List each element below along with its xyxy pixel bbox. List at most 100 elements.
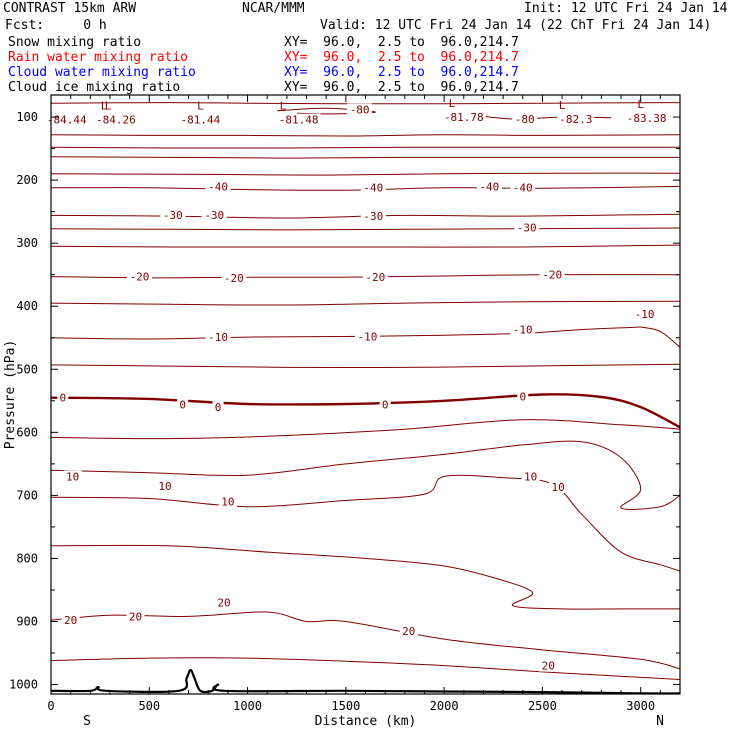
contour-label-bg-21 [379,398,391,411]
low-mark-3: L [280,100,287,113]
contour-label-0: -80 [350,104,370,117]
contour-label-bg-25 [218,495,237,508]
contour-line--10-13 [51,326,641,340]
x-tick-label-1: 500 [138,699,160,713]
contour-label-18: 0 [59,392,66,405]
contour-label-13: -20 [542,269,562,282]
field-xy-cloud-ice: XY= 96.0, 2.5 to 96.0,214.7 [284,80,519,95]
contour-label-30: 20 [217,597,230,610]
low-value-bg-2 [178,113,223,126]
low-value-0: -84.44 [47,114,87,127]
contour-line--5-15 [51,363,680,369]
x-tick-label-3: 1500 [331,699,360,713]
field-xy-rain: XY= 96.0, 2.5 to 96.0,214.7 [284,50,519,65]
contour-label-24: 10 [158,480,171,493]
y-tick-label-7: 800 [16,551,38,565]
contour-label-bg-20 [212,401,224,414]
contour-label-bg-19 [177,398,189,411]
contour-label-6: -30 [163,209,183,222]
contour-line--50-6 [51,172,680,176]
contour-label-bg-18 [57,391,69,404]
contour-label-23: 10 [66,470,79,483]
x-tick-label-2: 1000 [233,699,262,713]
low-mark-4: L [449,97,456,110]
contour-label-bg-9 [514,221,540,234]
contour-label-bg-1 [512,112,538,125]
field-name-cloud-ice: Cloud ice mixing ratio [8,80,181,95]
contour-label-26: 10 [524,470,537,483]
contour-label-bg-12 [362,271,388,284]
contour-line-25-22 [51,657,680,680]
contour-label-bg-3 [360,181,386,194]
contour-label-2: -40 [208,180,228,193]
x-tick-label-5: 2500 [528,699,557,713]
contour-label-10: -20 [130,271,150,284]
contour-line--30-8 [51,213,680,219]
contour-label-27: 10 [552,481,565,494]
contour-label-bg-8 [360,210,386,223]
center-name: NCAR/MMM [242,1,305,16]
low-value-6: -83.38 [627,112,667,125]
endpoint-right-label: N [656,714,664,729]
low-mark-1: L [105,100,112,113]
field-name-cloud-water: Cloud water mixing ratio [8,65,196,80]
low-value-bg-6 [624,111,669,124]
axes: 0 500 1000 1500 2000 2500 30001002003004005006… [9,95,681,713]
field-xy-snow: XY= 96.0, 2.5 to 96.0,214.7 [284,35,519,50]
contour-line--20-10 [51,244,680,248]
contour-label-bg-22 [517,390,529,403]
y-tick-label-3: 400 [16,299,38,313]
x-axis-label: Distance (km) [315,714,417,729]
contour-label-bg-17 [632,307,658,320]
contour-label-bg-32 [539,659,558,672]
contour-line--80-1 [276,107,376,115]
contour-label-22: 0 [519,390,526,403]
contour-line-15-20 [51,544,680,610]
low-value-5: -82.3 [559,113,592,126]
contour-label-bg-11 [221,271,247,284]
contour-label-5: -40 [513,182,533,195]
x-tick-label-4: 2000 [430,699,459,713]
contour-label-bg-16 [510,323,536,336]
contour-label-bg-5 [510,181,536,194]
low-mark-2: L [197,100,204,113]
y-tick-label-6: 700 [16,488,38,502]
contour-label-9: -30 [517,221,537,234]
contour-label-bg-24 [156,479,175,492]
low-value-bg-1 [93,113,138,126]
low-value-bg-3 [276,113,321,126]
contour-line--80-3 [51,134,680,137]
low-value-1: -84.26 [96,114,136,127]
low-value-bg-4 [441,111,486,124]
contour-label-31: 20 [402,625,415,638]
contour-line--30-9 [51,227,680,231]
terrain-profile [51,668,680,694]
contour-label-12: -20 [365,271,385,284]
contour-label-bg-7 [201,208,227,221]
contour-labels: -80 -80 -40 -40 -40 -40 -30 -30 -30 -30 -20 -20 -20 -… [57,103,658,673]
contour-line--70-4 [51,146,680,149]
contour-label-25: 10 [221,496,234,509]
valid-time: Valid: 12 UTC Fri 24 Jan 14 (22 ChT Fri … [320,18,712,33]
field-name-rain: Rain water mixing ratio [8,50,189,65]
contour-label-bg-15 [354,330,380,343]
contour-label-bg-4 [476,180,502,193]
contour-label-19: 0 [179,399,186,412]
contour-label-11: -20 [224,272,244,285]
contour-label-4: -40 [479,180,499,193]
forecast-hour: Fcst: 0 h [5,18,107,33]
y-tick-label-0: 100 [16,110,38,124]
contour-label-17: -10 [635,308,655,321]
contour-label-8: -30 [363,210,383,223]
contour-label-bg-27 [549,481,568,494]
low-mark-0: L [101,100,108,113]
contour-label-bg-26 [521,470,540,483]
contour-label-bg-0 [347,103,373,116]
contour-line--10-12 [51,300,680,306]
field-name-snow: Snow mixing ratio [8,35,142,50]
contour-label-bg-10 [126,270,152,283]
contour-label-bg-14 [205,331,231,344]
field-xy-cloud-water: XY= 96.0, 2.5 to 96.0,214.7 [284,65,519,80]
contour-line--10-14 [640,326,680,348]
